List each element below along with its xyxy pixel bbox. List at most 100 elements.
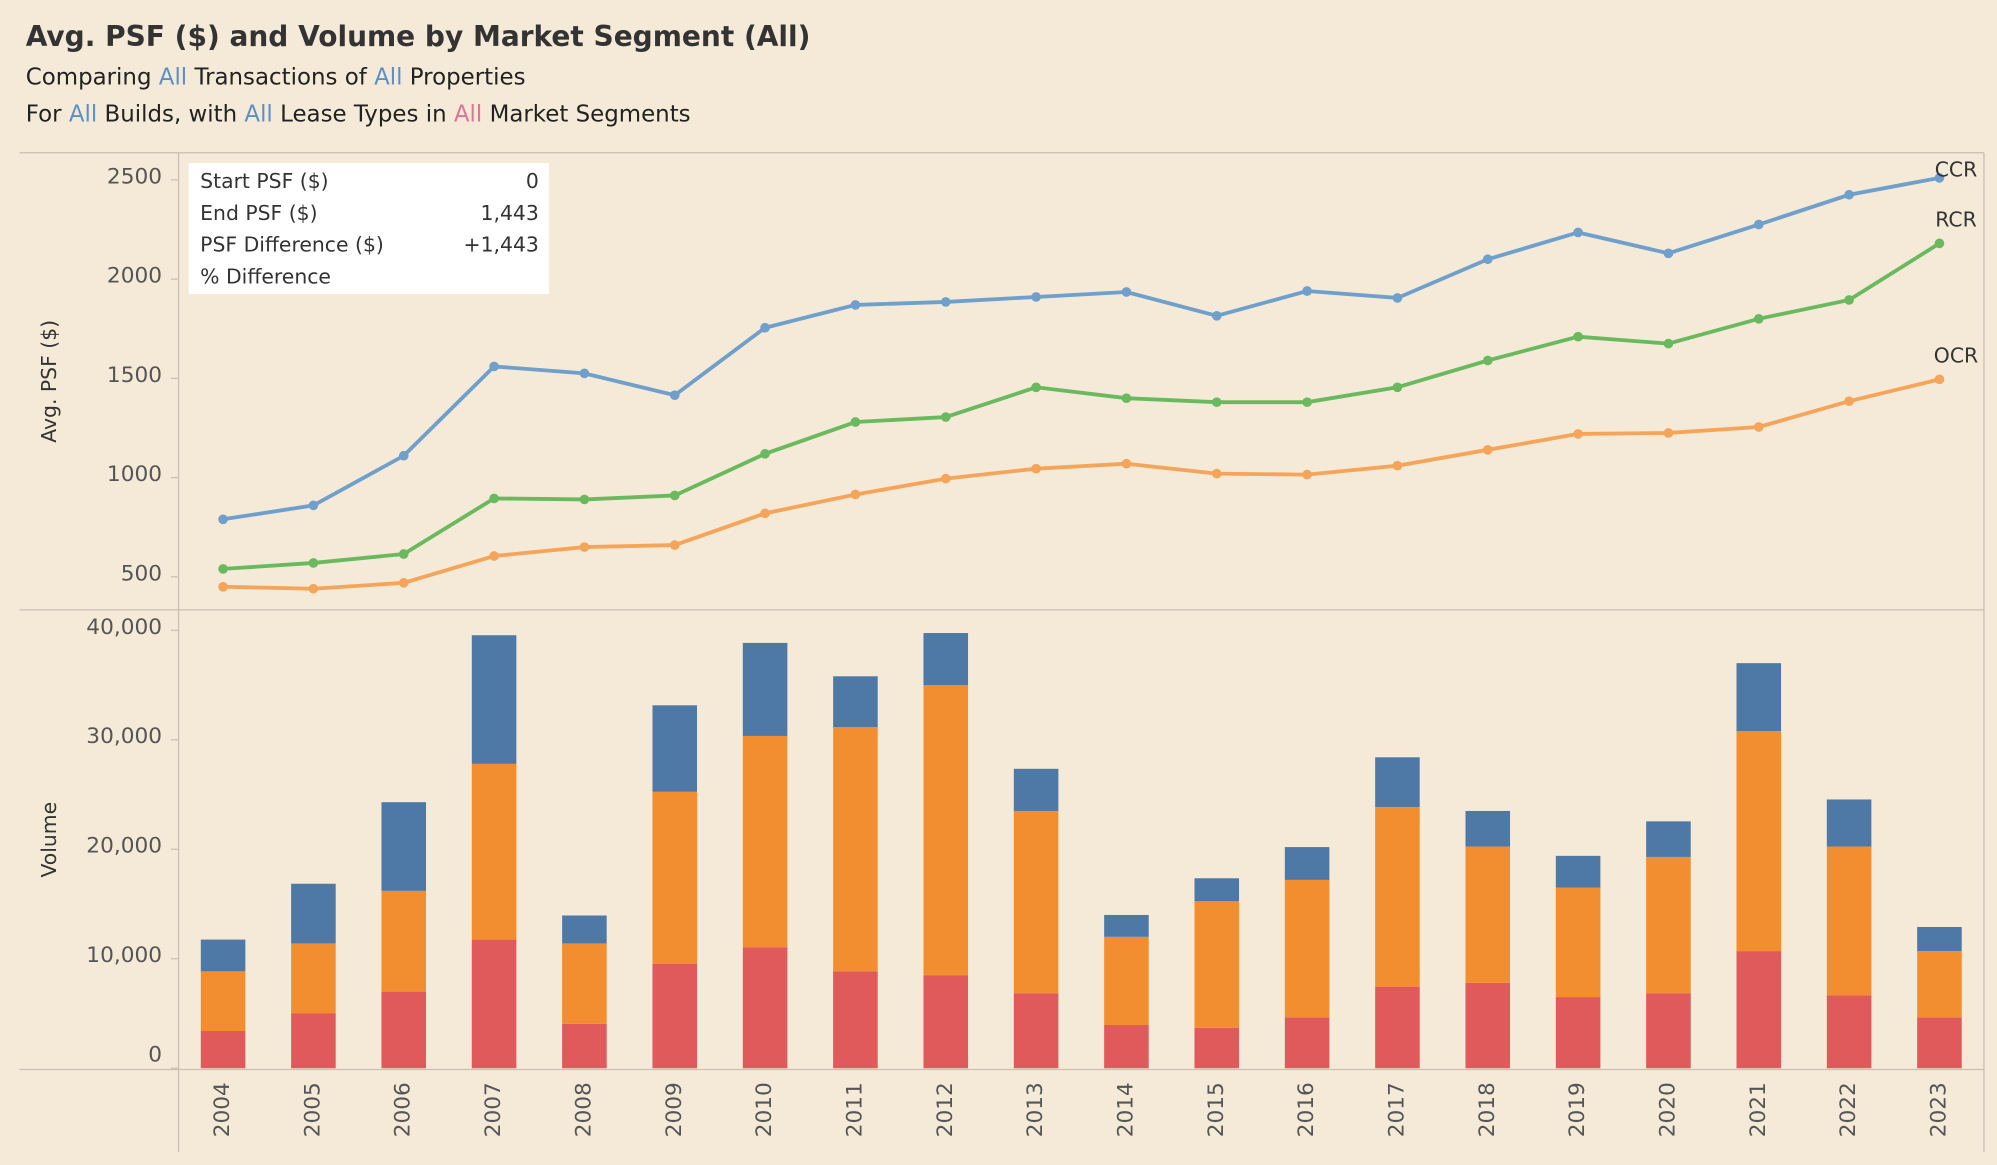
x-tick-label: 2011 [842,1082,867,1137]
point [1663,338,1674,349]
bar [1104,914,1149,937]
point [1302,397,1312,408]
y-tick-label: 40,000 [86,615,162,640]
x-tick-label: 2009 [662,1082,687,1137]
point [669,540,680,550]
point [579,494,590,505]
x-tick-label: 2019 [1565,1082,1590,1137]
y-tick-label: 20,000 [86,834,162,859]
bar [923,685,969,976]
point [1934,238,1945,249]
summary-value: +1,443 [464,233,539,257]
point [669,490,680,501]
point [398,577,409,588]
summary-label: % Difference [200,265,331,289]
title: Avg. PSF ($) and Volume by Market Segmen… [26,20,811,53]
bar [1555,997,1601,1069]
point [1663,248,1674,259]
x-tick-label: 2012 [933,1082,958,1137]
subtitle-part: Lease Types in [273,101,454,127]
point [1031,292,1041,302]
x-tick-label: 2022 [1836,1082,1861,1137]
bar [1104,936,1149,1025]
point [850,300,861,310]
point [218,564,228,574]
point [579,542,590,552]
bar [1194,901,1240,1028]
bar [1826,846,1872,996]
point [308,558,319,568]
bar [1104,1024,1149,1069]
point [1573,429,1583,439]
x-tick-label: 2017 [1384,1082,1409,1137]
bar [1736,663,1782,732]
point [489,361,499,372]
subtitle-part: Builds, with [97,101,244,127]
x-tick-label: 2004 [210,1082,235,1137]
y-tick-label: 1500 [107,363,162,388]
point [218,514,228,525]
point [760,322,770,333]
point [1121,458,1132,469]
y-tick-label: 1000 [107,462,162,487]
x-tick-label: 2010 [752,1082,777,1137]
y-tick-label: 30,000 [86,724,162,749]
bar [1375,807,1420,987]
bar [471,939,517,1069]
point [1121,287,1132,297]
bar [1375,757,1420,808]
point [1573,331,1583,342]
point [1211,397,1222,408]
bar [1465,982,1511,1069]
bar [381,991,427,1069]
bar [1284,847,1330,880]
bar [1284,879,1330,1018]
x-tick-label: 2023 [1926,1082,1951,1137]
series-label: CCR [1935,158,1978,182]
point [1482,355,1493,366]
bar [1375,986,1420,1069]
bar [652,963,698,1069]
bar [1736,951,1782,1069]
point [850,489,861,500]
subtitle-part: All [244,101,272,127]
series-label: RCR [1935,207,1976,231]
bar [562,915,607,944]
point [1392,460,1403,471]
bar [833,971,878,1069]
point [218,581,228,592]
x-tick-label: 2020 [1655,1082,1680,1137]
point [1482,254,1493,265]
point [489,551,499,561]
y-tick-label: 500 [121,561,162,586]
subtitle-part: All [454,101,482,127]
summary-value: 1,443 [481,201,539,225]
x-tick-label: 2006 [391,1082,416,1137]
bar [1646,821,1691,857]
summary-label: PSF Difference ($) [200,233,384,257]
x-tick-label: 2015 [1204,1082,1229,1137]
bar [291,943,336,1014]
point [1211,468,1222,479]
bar [291,1013,336,1069]
bar [1555,887,1601,998]
point [1934,374,1945,385]
bar [1826,995,1872,1069]
bar [1465,810,1511,847]
bar [923,975,969,1069]
summary-value: 0 [526,169,539,193]
x-tick-label: 2013 [1023,1082,1048,1137]
bar [381,802,427,891]
bar [1826,799,1872,847]
x-tick-label: 2005 [300,1082,325,1137]
point [940,297,951,307]
bar [742,735,788,948]
bar [1646,856,1691,994]
subtitle-part: All [159,64,187,90]
bar [1194,1027,1240,1069]
x-tick-label: 2018 [1475,1082,1500,1137]
y-axis-title: Volume [37,802,61,878]
bar [381,890,427,992]
point [1573,227,1583,238]
point [308,500,319,511]
